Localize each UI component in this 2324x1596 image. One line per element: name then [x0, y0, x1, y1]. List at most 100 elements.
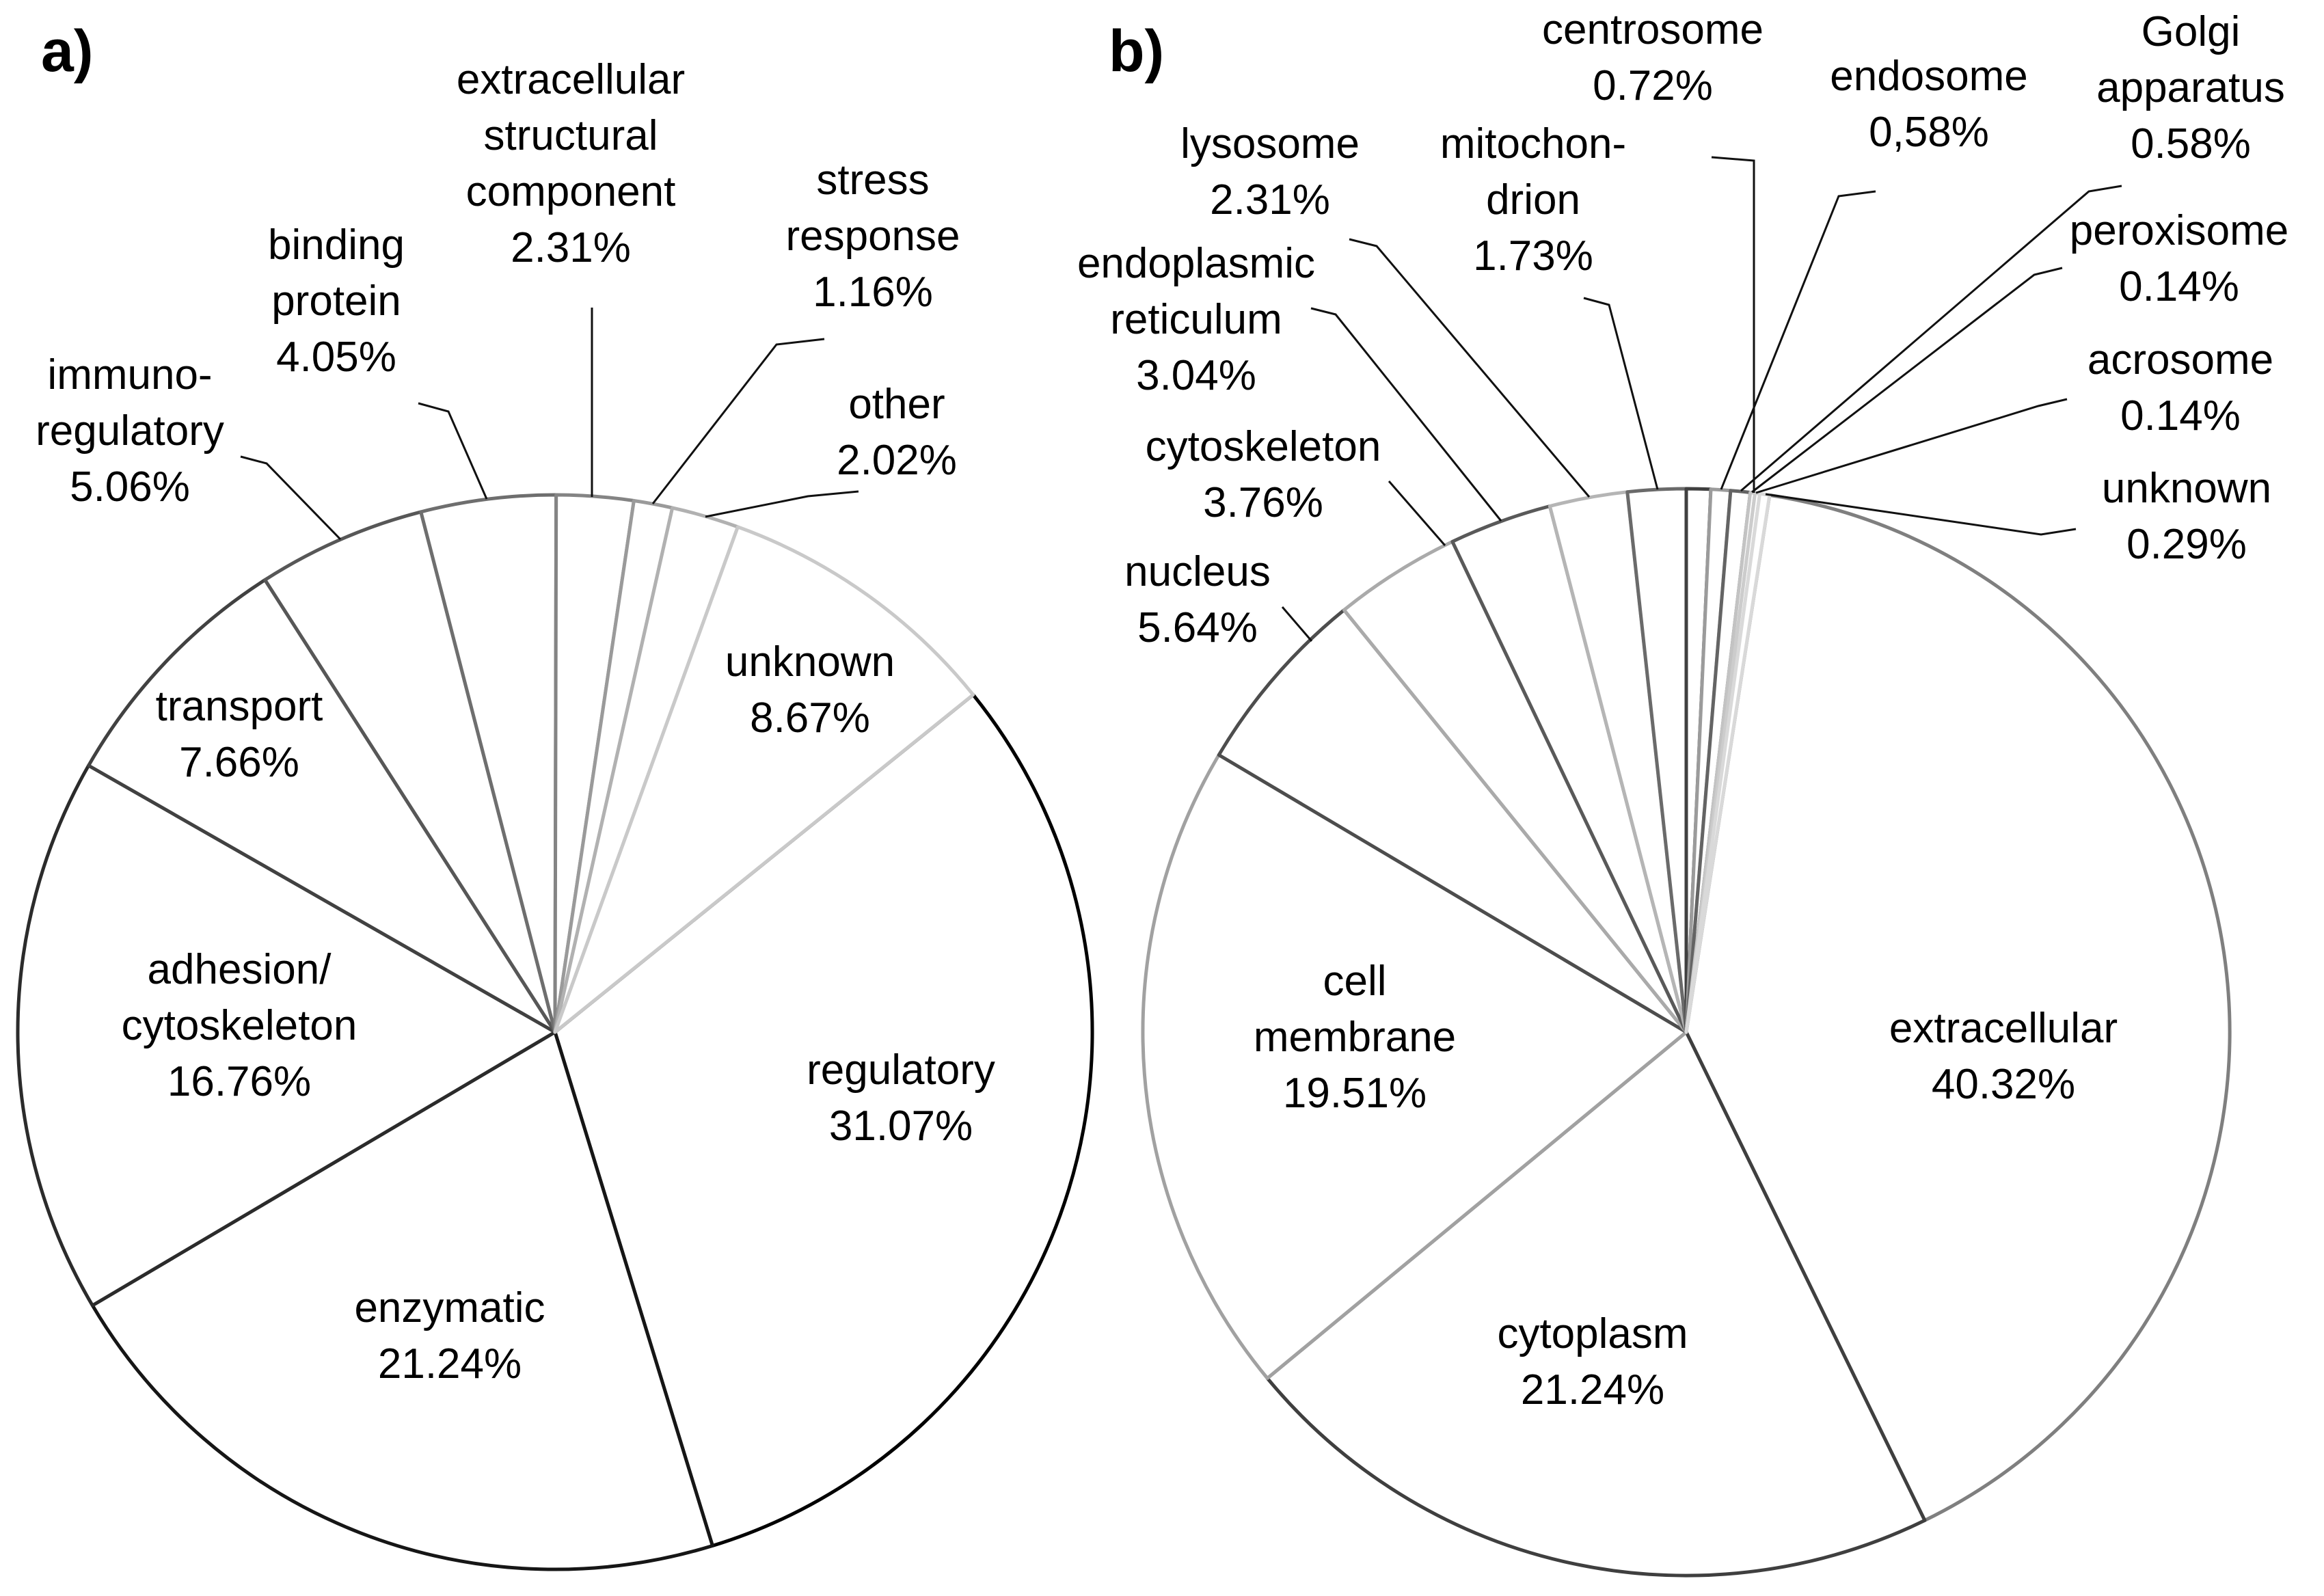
leader-line-mitochondrion — [1583, 297, 1659, 490]
slice-label-line: component — [465, 168, 676, 215]
slice-label-line: transport — [155, 683, 323, 730]
pie-slice-extracellular — [1684, 493, 2232, 1522]
slice-label-line: regulatory — [807, 1046, 995, 1094]
slice-label-acrosome: acrosome 0.14% — [2087, 332, 2273, 444]
slice-label-line: nucleus — [1124, 548, 1271, 595]
slice-label-binding-protein: binding protein 4.05% — [268, 217, 405, 386]
slice-label-line: 0.29% — [2126, 521, 2247, 568]
slice-label-line: reticulum — [1110, 296, 1282, 343]
slice-label-line: 19.51% — [1282, 1070, 1427, 1117]
slice-label-peroxisome: peroxisome 0.14% — [2070, 203, 2288, 315]
slice-label-line: stress — [816, 157, 930, 204]
slice-label-line: 8.67% — [750, 694, 870, 742]
leader-line-cytoskeleton — [1388, 481, 1446, 546]
slice-label-line: acrosome — [2087, 336, 2274, 383]
slice-label-line: peroxisome — [2069, 207, 2289, 254]
slice-label-line: 3.76% — [1203, 479, 1323, 526]
slice-label-line: 0.14% — [2120, 392, 2241, 439]
pie-slice-regulatory — [553, 692, 1094, 1547]
slice-label-line: endosome — [1830, 53, 2028, 100]
slice-label-unknown: unknown 0.29% — [2102, 461, 2271, 573]
slice-label-line: 7.66% — [179, 739, 299, 786]
slice-label-line: 0.14% — [2119, 263, 2239, 310]
slice-label-line: 1.73% — [1473, 232, 1593, 280]
slice-label-other: other 2.02% — [837, 377, 957, 489]
pie-slice-adhesion-cytoskeleton — [16, 763, 557, 1308]
slice-label-line: 2.02% — [837, 437, 957, 484]
slice-label-line: 21.24% — [1520, 1366, 1665, 1414]
slice-label-extracellular: extracellular 40.32% — [1889, 1001, 2118, 1113]
slice-label-line: binding — [268, 221, 405, 269]
slice-label-unknown: unknown 8.67% — [725, 634, 895, 746]
slice-label-line: regulatory — [36, 407, 224, 455]
slice-label-line: 0.58% — [2131, 120, 2251, 167]
leader-line-immuno-regulatory — [240, 455, 342, 541]
pie-slice-enzymatic — [90, 1030, 714, 1571]
slice-label-line: cytoskeleton — [121, 1002, 357, 1049]
slice-label-line: cytoplasm — [1497, 1310, 1688, 1357]
slice-label-line: unknown — [2101, 465, 2272, 512]
slice-label-line: 5.06% — [70, 463, 190, 511]
slice-label-line: 21.24% — [377, 1340, 522, 1388]
slice-label-lysosome: lysosome 2.31% — [1180, 116, 1360, 228]
slice-label-line: extracellular — [1889, 1005, 2118, 1052]
slice-label-line: 2.31% — [511, 224, 631, 271]
slice-label-immuno-regulatory: immuno-regulatory 5.06% — [36, 347, 224, 515]
slice-label-line: response — [785, 213, 960, 260]
slice-label-line: membrane — [1253, 1014, 1457, 1061]
slice-label-line: endoplasmic — [1077, 240, 1316, 287]
leader-line-nucleus — [1281, 606, 1313, 642]
slice-label-endosome: endosome 0,58% — [1830, 49, 2028, 161]
slice-label-line: 0.72% — [1593, 62, 1713, 109]
leader-line-endosome — [1720, 190, 1876, 490]
panel-b-label: b) — [1109, 18, 1165, 84]
pie-slice-cytoplasm — [1265, 1030, 1927, 1578]
slice-label-cell-membrane: cell membrane 19.51% — [1254, 953, 1456, 1122]
leader-line-endoplasmic-reticulum — [1310, 307, 1502, 522]
leader-line-other — [705, 490, 859, 518]
pie-slice-cell-membrane — [1141, 753, 1688, 1380]
slice-label-line: drion — [1486, 176, 1580, 224]
slice-label-stress-response: stress response 1.16% — [785, 152, 960, 321]
slice-label-transport: transport 7.66% — [156, 679, 323, 791]
slice-label-line: centrosome — [1542, 6, 1764, 53]
pie-slice-immuno-regulatory — [263, 510, 557, 1034]
slice-label-line: apparatus — [2096, 64, 2285, 111]
slice-label-line: 1.16% — [813, 269, 933, 316]
leader-line-stress-response — [651, 338, 825, 504]
slice-label-line: 16.76% — [167, 1058, 312, 1105]
slice-label-line: enzymatic — [354, 1284, 545, 1331]
slice-label-line: 0,58% — [1869, 109, 1989, 156]
slice-label-centrosome: centrosome 0.72% — [1542, 2, 1764, 114]
leader-line-acrosome — [1755, 398, 2068, 494]
slice-label-adhesion-cytoskeleton: adhesion/cytoskeleton 16.76% — [122, 942, 357, 1110]
slice-label-cytoplasm: cytoplasm 21.24% — [1497, 1306, 1688, 1418]
slice-label-line: extracellular — [456, 56, 686, 103]
slice-label-golgi-apparatus: Golgi apparatus 0.58% — [2096, 4, 2285, 172]
slice-label-line: 40.32% — [1931, 1061, 2076, 1108]
slice-label-regulatory: regulatory 31.07% — [807, 1042, 995, 1154]
slice-label-nucleus: nucleus 5.64% — [1124, 544, 1271, 656]
slice-label-line: 2.31% — [1210, 176, 1330, 224]
slice-label-line: unknown — [725, 638, 895, 686]
leader-line-unknown — [1765, 493, 2077, 536]
leader-line-lysosome — [1349, 238, 1591, 498]
slice-label-line: structural — [483, 112, 658, 159]
pie-slice-transport — [87, 578, 557, 1034]
slice-label-line: cell — [1323, 958, 1387, 1005]
slice-label-line: adhesion/ — [147, 946, 332, 993]
slice-label-line: mitochon- — [1440, 120, 1627, 167]
slice-label-endoplasmic-reticulum: endoplasmic reticulum 3.04% — [1077, 236, 1315, 404]
pie-slice-nucleus — [1217, 608, 1688, 1034]
pie-slice-binding-protein — [419, 493, 558, 1034]
slice-label-enzymatic: enzymatic 21.24% — [354, 1280, 545, 1392]
slice-label-line: Golgi — [2141, 8, 2241, 55]
panel-a-label: a) — [41, 18, 94, 84]
slice-label-line: 3.04% — [1136, 352, 1256, 399]
pie-slice-unknown — [553, 525, 975, 1034]
slice-label-cytoskeleton: cytoskeleton 3.76% — [1146, 419, 1381, 531]
slice-label-line: lysosome — [1180, 120, 1360, 167]
slice-label-line: protein — [271, 278, 401, 325]
leader-line-centrosome — [1711, 156, 1755, 493]
